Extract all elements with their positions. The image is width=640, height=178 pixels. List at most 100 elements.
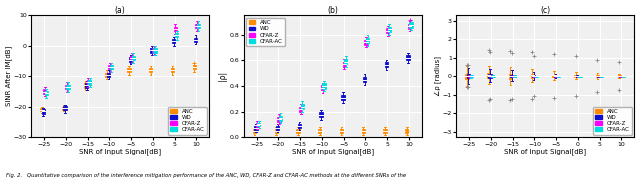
Bar (410, 22, 413, 28)
Bar (296, 129, 300, 133)
Bar (150, 48, 154, 53)
Bar (512, 76, 515, 77)
Bar (299, 106, 303, 112)
Bar (364, 40, 368, 45)
Y-axis label: |ρ|: |ρ| (218, 71, 227, 81)
Bar (171, 68, 174, 72)
Bar (253, 129, 256, 133)
Bar (513, 76, 516, 77)
Bar (487, 73, 490, 78)
Bar (194, 38, 197, 42)
Bar (195, 24, 198, 28)
Bar (193, 65, 196, 69)
Bar (406, 55, 410, 60)
Bar (531, 74, 534, 78)
Title: (c): (c) (540, 6, 550, 15)
Bar (106, 73, 109, 77)
X-axis label: SNR of Input Signal[dB]: SNR of Input Signal[dB] (504, 148, 586, 155)
Bar (465, 74, 468, 79)
Bar (197, 24, 200, 28)
Bar (341, 95, 344, 100)
Bar (488, 74, 492, 78)
Bar (172, 39, 175, 43)
Y-axis label: SINR After IM[dB]: SINR After IM[dB] (6, 46, 12, 106)
Bar (257, 123, 260, 126)
Bar (62, 107, 65, 110)
Bar (154, 48, 157, 53)
Bar (108, 65, 111, 69)
Bar (535, 76, 538, 77)
Bar (557, 76, 560, 77)
Bar (110, 65, 113, 69)
Bar (301, 104, 304, 109)
Bar (130, 56, 133, 60)
Bar (298, 124, 301, 128)
Bar (490, 76, 493, 77)
Bar (385, 62, 388, 67)
Bar (340, 129, 343, 133)
Bar (467, 74, 470, 78)
Bar (575, 76, 579, 77)
Title: (a): (a) (115, 6, 125, 15)
Bar (405, 129, 408, 133)
Bar (85, 83, 88, 88)
Bar (323, 83, 326, 88)
Bar (175, 33, 179, 37)
Bar (388, 27, 391, 32)
Bar (173, 27, 177, 31)
Legend: ANC, WD, CFAR-Z, CFAR-AC: ANC, WD, CFAR-Z, CFAR-AC (168, 107, 207, 135)
Bar (554, 76, 557, 77)
Bar (596, 75, 599, 77)
Bar (86, 80, 90, 85)
Bar (579, 76, 582, 77)
Bar (510, 75, 513, 77)
Bar (40, 108, 44, 111)
Bar (344, 59, 348, 64)
Bar (67, 85, 70, 89)
Bar (84, 83, 87, 88)
Bar (132, 56, 135, 60)
Bar (63, 106, 67, 111)
Bar (127, 68, 131, 72)
Bar (366, 38, 369, 43)
X-axis label: SNR of Input Signal[dB]: SNR of Input Signal[dB] (292, 148, 374, 155)
Bar (598, 76, 602, 77)
Bar (152, 48, 155, 53)
Y-axis label: ∠ρ [radius]: ∠ρ [radius] (435, 56, 441, 96)
Bar (129, 57, 132, 62)
Bar (597, 76, 600, 77)
Bar (600, 76, 604, 77)
Bar (149, 68, 152, 72)
Bar (318, 129, 321, 133)
Bar (254, 126, 257, 130)
Bar (555, 76, 559, 77)
Bar (275, 129, 278, 133)
Title: (b): (b) (327, 6, 338, 15)
Bar (362, 129, 365, 133)
Bar (279, 116, 282, 121)
Bar (65, 85, 68, 89)
Bar (533, 76, 537, 77)
Bar (622, 76, 625, 77)
Bar (468, 75, 472, 77)
Bar (45, 91, 48, 95)
Text: Fig. 2.   Quantitative comparison of the interference mitigation performance of : Fig. 2. Quantitative comparison of the i… (6, 173, 406, 178)
Bar (492, 76, 495, 77)
Bar (255, 123, 259, 127)
Bar (619, 76, 622, 77)
Bar (42, 109, 45, 114)
Bar (321, 85, 324, 90)
Bar (386, 28, 390, 33)
Bar (363, 77, 366, 82)
Bar (532, 75, 535, 77)
Bar (277, 117, 281, 122)
Bar (383, 129, 387, 133)
Legend: ANC, WD, CFAR-Z, CFAR-AC: ANC, WD, CFAR-Z, CFAR-AC (593, 107, 632, 135)
Bar (620, 76, 624, 77)
Bar (342, 62, 346, 67)
X-axis label: SNR of Input Signal[dB]: SNR of Input Signal[dB] (79, 148, 161, 155)
Bar (574, 75, 577, 77)
Bar (618, 75, 621, 77)
Bar (509, 74, 512, 78)
Bar (470, 75, 473, 77)
